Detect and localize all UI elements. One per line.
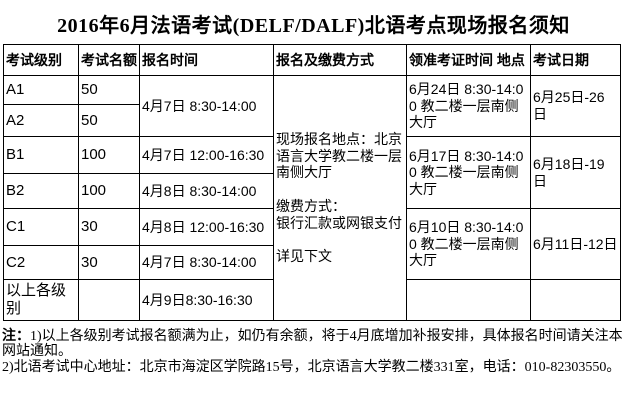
payment-method-detail: 银行汇款或网银支付: [276, 214, 402, 231]
ticket-time-c: 6月10日 8:30-14:00 教二楼一层南侧大厅: [406, 208, 531, 280]
level-c1: C1: [3, 208, 79, 246]
level-a2: A2: [3, 104, 79, 137]
exam-date-a: 6月25日-26日: [530, 75, 621, 137]
footnote-2: 2)北语考试中心地址：北京市海淀区学院路15号，北京语言大学教二楼331室，电话…: [2, 359, 621, 375]
reg-time-c1: 4月8日 12:00-16:30: [139, 208, 274, 246]
footnote-1-text: 1)以上各级别考试报名额满为止，如仍有余额，将于4月底增加补报安排，具体报名时间…: [2, 329, 623, 360]
payment-location: 现场报名地点：北京语言大学教二楼一层南侧大厅: [276, 131, 402, 181]
table-row-b1: B1 100 4月7日 12:00-16:30 6月17日 8:30-14:00…: [3, 136, 621, 209]
footnotes: 注：1)以上各级别考试报名额满为止，如仍有余额，将于4月底增加补报安排，具体报名…: [2, 329, 625, 375]
table-row-c2: C2 30 4月7日 8:30-14:00: [3, 245, 621, 280]
reg-time-b1: 4月7日 12:00-16:30: [139, 136, 274, 174]
level-all: 以上各级别: [3, 279, 79, 321]
reg-time-b2: 4月8日 8:30-14:00: [139, 173, 274, 209]
quota-b1: 100: [78, 136, 140, 174]
exam-date-c: 6月11日-12日: [530, 208, 621, 280]
quota-c2: 30: [78, 245, 140, 280]
table-row-a1: A1 50 4月7日 8:30-14:00 现场报名地点：北京语言大学教二楼一层…: [3, 75, 621, 321]
level-b1: B1: [3, 136, 79, 174]
exam-date-b: 6月18日-19日: [530, 136, 621, 209]
table-row-b2: B2 100 4月8日 8:30-14:00: [3, 173, 621, 209]
header-exam-date: 考试日期: [530, 44, 621, 76]
payment-method-label: 缴费方式：: [276, 198, 346, 214]
quota-c1: 30: [78, 208, 140, 246]
table-header-row: 考试级别 考试名额 报名时间 报名及缴费方式 领准考证时间 地点 考试日期: [3, 44, 621, 76]
level-c2: C2: [3, 245, 79, 280]
quota-a2: 50: [78, 104, 140, 137]
registration-table: 考试级别 考试名额 报名时间 报名及缴费方式 领准考证时间 地点 考试日期 A1…: [3, 44, 621, 321]
exam-date-all: [530, 279, 621, 321]
footnote-1: 注：1)以上各级别考试报名额满为止，如仍有余额，将于4月底增加补报安排，具体报名…: [2, 329, 625, 360]
header-exam-level: 考试级别: [3, 44, 79, 76]
ticket-time-all: [406, 279, 531, 321]
header-payment: 报名及缴费方式: [273, 44, 407, 76]
quota-a1: 50: [78, 75, 140, 105]
table-row-c1: C1 30 4月8日 12:00-16:30 6月10日 8:30-14:00 …: [3, 208, 621, 280]
reg-time-all: 4月9日8:30-16:30: [139, 279, 274, 321]
reg-time-c2: 4月7日 8:30-14:00: [139, 245, 274, 280]
header-reg-time: 报名时间: [139, 44, 274, 76]
level-a1: A1: [3, 75, 79, 105]
ticket-time-b: 6月17日 8:30-14:00 教二楼一层南侧大厅: [406, 136, 531, 209]
ticket-time-a: 6月24日 8:30-14:00 教二楼一层南侧大厅: [406, 75, 531, 137]
footnote-label: 注：: [2, 329, 30, 344]
header-ticket: 领准考证时间 地点: [406, 44, 531, 76]
payment-see-below: 详见下文: [276, 248, 332, 265]
reg-time-a: 4月7日 8:30-14:00: [139, 75, 274, 137]
header-quota: 考试名额: [78, 44, 140, 76]
quota-b2: 100: [78, 173, 140, 209]
payment-method-cell: 现场报名地点：北京语言大学教二楼一层南侧大厅 缴费方式： 银行汇款或网银支付 详…: [273, 75, 407, 321]
page-title: 2016年6月法语考试(DELF/DALF)北语考点现场报名须知: [57, 15, 570, 37]
table-row-all-levels: 以上各级别 4月9日8:30-16:30: [3, 279, 621, 321]
table-row-a2: A2 50: [3, 104, 621, 137]
quota-all: [78, 279, 140, 321]
level-b2: B2: [3, 173, 79, 209]
